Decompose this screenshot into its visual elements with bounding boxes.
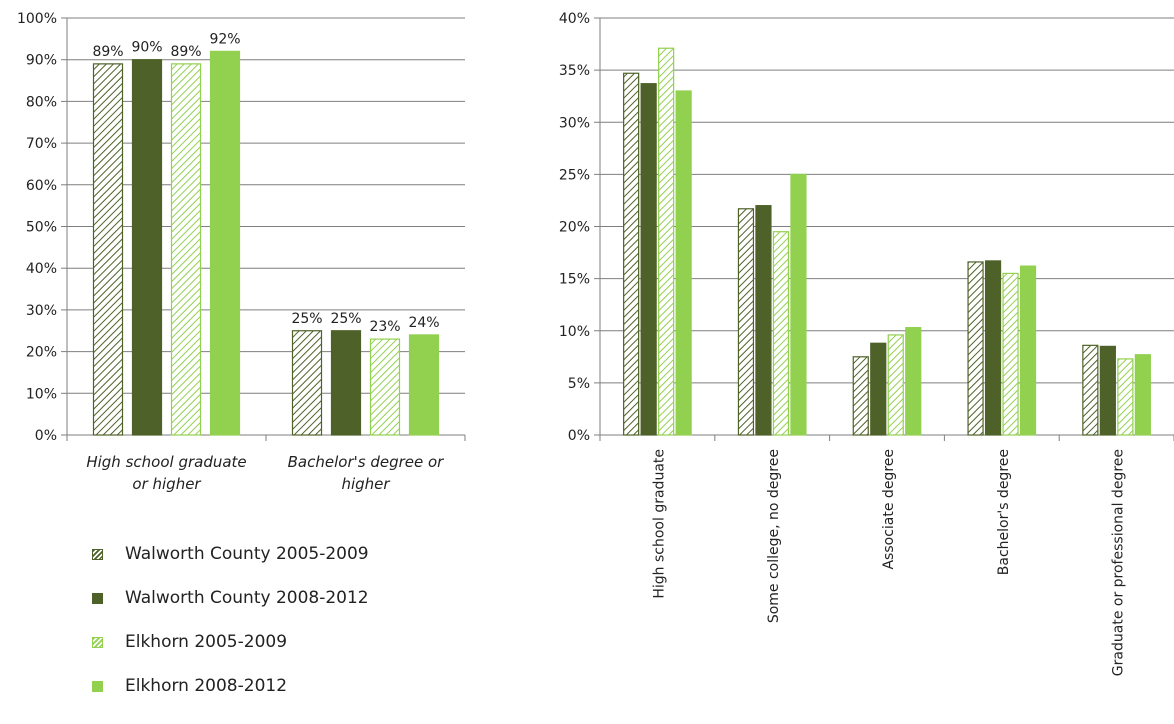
y-tick-label: 80% xyxy=(26,94,57,110)
data-label: 25% xyxy=(330,311,361,327)
bar xyxy=(170,63,202,436)
bar xyxy=(737,208,755,436)
data-label: 89% xyxy=(92,44,123,60)
x-tick-label: Bachelor's degree or higher xyxy=(288,453,445,493)
x-tick-label: High school graduate xyxy=(651,449,667,599)
bar xyxy=(92,63,124,436)
data-label: 23% xyxy=(369,319,400,335)
y-tick-label: 10% xyxy=(26,386,57,402)
y-tick-label: 30% xyxy=(559,115,590,131)
x-tick-label: Graduate or professional degree xyxy=(1111,449,1127,676)
y-tick-label: 0% xyxy=(35,428,57,444)
bar xyxy=(1117,358,1134,436)
bar xyxy=(790,173,807,436)
bar xyxy=(887,334,904,436)
bar xyxy=(330,330,362,436)
data-label: 90% xyxy=(131,40,162,56)
bar xyxy=(369,338,401,436)
x-tick-label: Some college, no degree xyxy=(766,449,782,623)
y-tick-label: 50% xyxy=(26,220,57,236)
bar xyxy=(131,59,163,436)
y-tick-label: 5% xyxy=(568,376,590,392)
y-tick-label: 25% xyxy=(559,167,590,183)
y-tick-label: 100% xyxy=(17,11,57,27)
legend-swatch-hatch-dark xyxy=(92,548,103,560)
bar xyxy=(623,72,640,436)
bar xyxy=(291,330,323,436)
y-tick-label: 20% xyxy=(559,220,590,236)
attainment-summary-chart: 0% 10% 20% 30% 40% 50% 60% 70% 80% 90% 100% 89% 90% 8… xyxy=(17,11,466,493)
bar xyxy=(640,83,657,436)
legend-item-walworth-2008-2012: Walworth County 2008-2012 xyxy=(92,576,369,620)
data-label: 25% xyxy=(291,311,322,327)
bar xyxy=(755,205,772,436)
bar xyxy=(967,261,984,436)
data-label: 89% xyxy=(170,44,201,60)
bar xyxy=(905,327,922,436)
bar xyxy=(658,47,675,436)
x-tick-label: Bachelor's degree xyxy=(996,449,1012,575)
y-tick-label: 0% xyxy=(568,428,590,444)
data-label: 24% xyxy=(408,315,439,331)
bar xyxy=(984,260,1002,436)
legend-swatch-hatch-light xyxy=(92,636,103,648)
bar xyxy=(1134,354,1151,436)
x-tick-label: High school graduate or higher xyxy=(86,453,246,493)
legend-label: Walworth County 2005-2009 xyxy=(125,544,369,564)
y-tick-label: 60% xyxy=(26,178,57,194)
legend-swatch-solid-light xyxy=(92,680,103,692)
legend: Walworth County 2005-2009 Walworth Count… xyxy=(92,532,369,708)
legend-label: Elkhorn 2005-2009 xyxy=(125,632,288,652)
y-tick-label: 30% xyxy=(26,303,57,319)
bar xyxy=(1099,345,1116,436)
y-tick-label: 90% xyxy=(26,53,57,69)
data-label: 92% xyxy=(209,31,240,47)
attainment-breakdown-chart: 0% 5% 10% 15% 20% 25% 30% 35% 40% High school gra… xyxy=(559,11,1174,676)
legend-item-elkhorn-2008-2012: Elkhorn 2008-2012 xyxy=(92,664,369,708)
bar xyxy=(870,342,887,436)
bar xyxy=(675,90,692,436)
y-tick-label: 40% xyxy=(26,261,57,277)
y-tick-label: 15% xyxy=(559,272,590,288)
y-tick-label: 20% xyxy=(26,345,57,361)
bar xyxy=(209,50,241,436)
x-tick-label: Associate degree xyxy=(881,449,897,570)
legend-swatch-solid-dark xyxy=(92,592,103,604)
bar xyxy=(408,334,440,436)
y-tick-label: 40% xyxy=(559,11,590,27)
legend-item-elkhorn-2005-2009: Elkhorn 2005-2009 xyxy=(92,620,369,664)
legend-label: Elkhorn 2008-2012 xyxy=(125,676,288,696)
bar xyxy=(1002,272,1019,436)
bar xyxy=(1082,344,1099,436)
y-tick-label: 10% xyxy=(559,324,590,340)
bar xyxy=(852,356,869,436)
bar xyxy=(772,231,790,436)
bar xyxy=(1019,265,1037,436)
legend-label: Walworth County 2008-2012 xyxy=(125,588,369,608)
y-tick-label: 70% xyxy=(26,136,57,152)
legend-item-walworth-2005-2009: Walworth County 2005-2009 xyxy=(92,532,369,576)
y-tick-label: 35% xyxy=(559,63,590,79)
